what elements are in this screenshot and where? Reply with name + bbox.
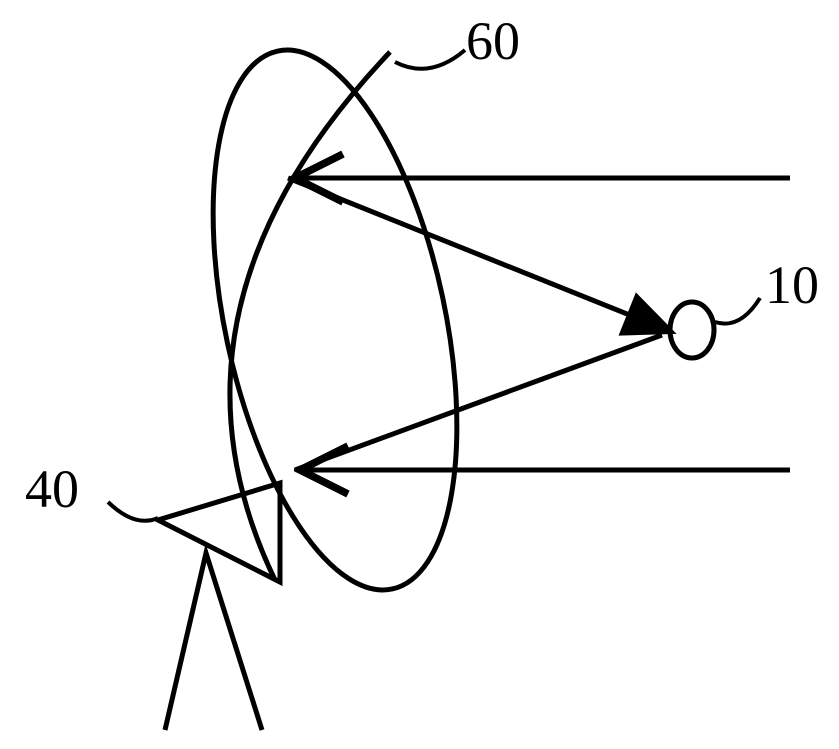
- focal-point: [670, 302, 714, 358]
- label-10: 10: [765, 254, 819, 316]
- ray_top_reflect: [288, 178, 662, 328]
- label-40: 40: [25, 458, 79, 520]
- mount-stand: [165, 553, 262, 730]
- leader40: [108, 502, 158, 521]
- ray_bot_reflect: [295, 335, 662, 470]
- leader60: [395, 50, 465, 69]
- dish-back: [230, 52, 390, 580]
- label-60: 60: [466, 10, 520, 72]
- mount-bracket: [158, 483, 280, 582]
- antenna-diagram: [0, 0, 839, 749]
- leader10: [715, 298, 760, 324]
